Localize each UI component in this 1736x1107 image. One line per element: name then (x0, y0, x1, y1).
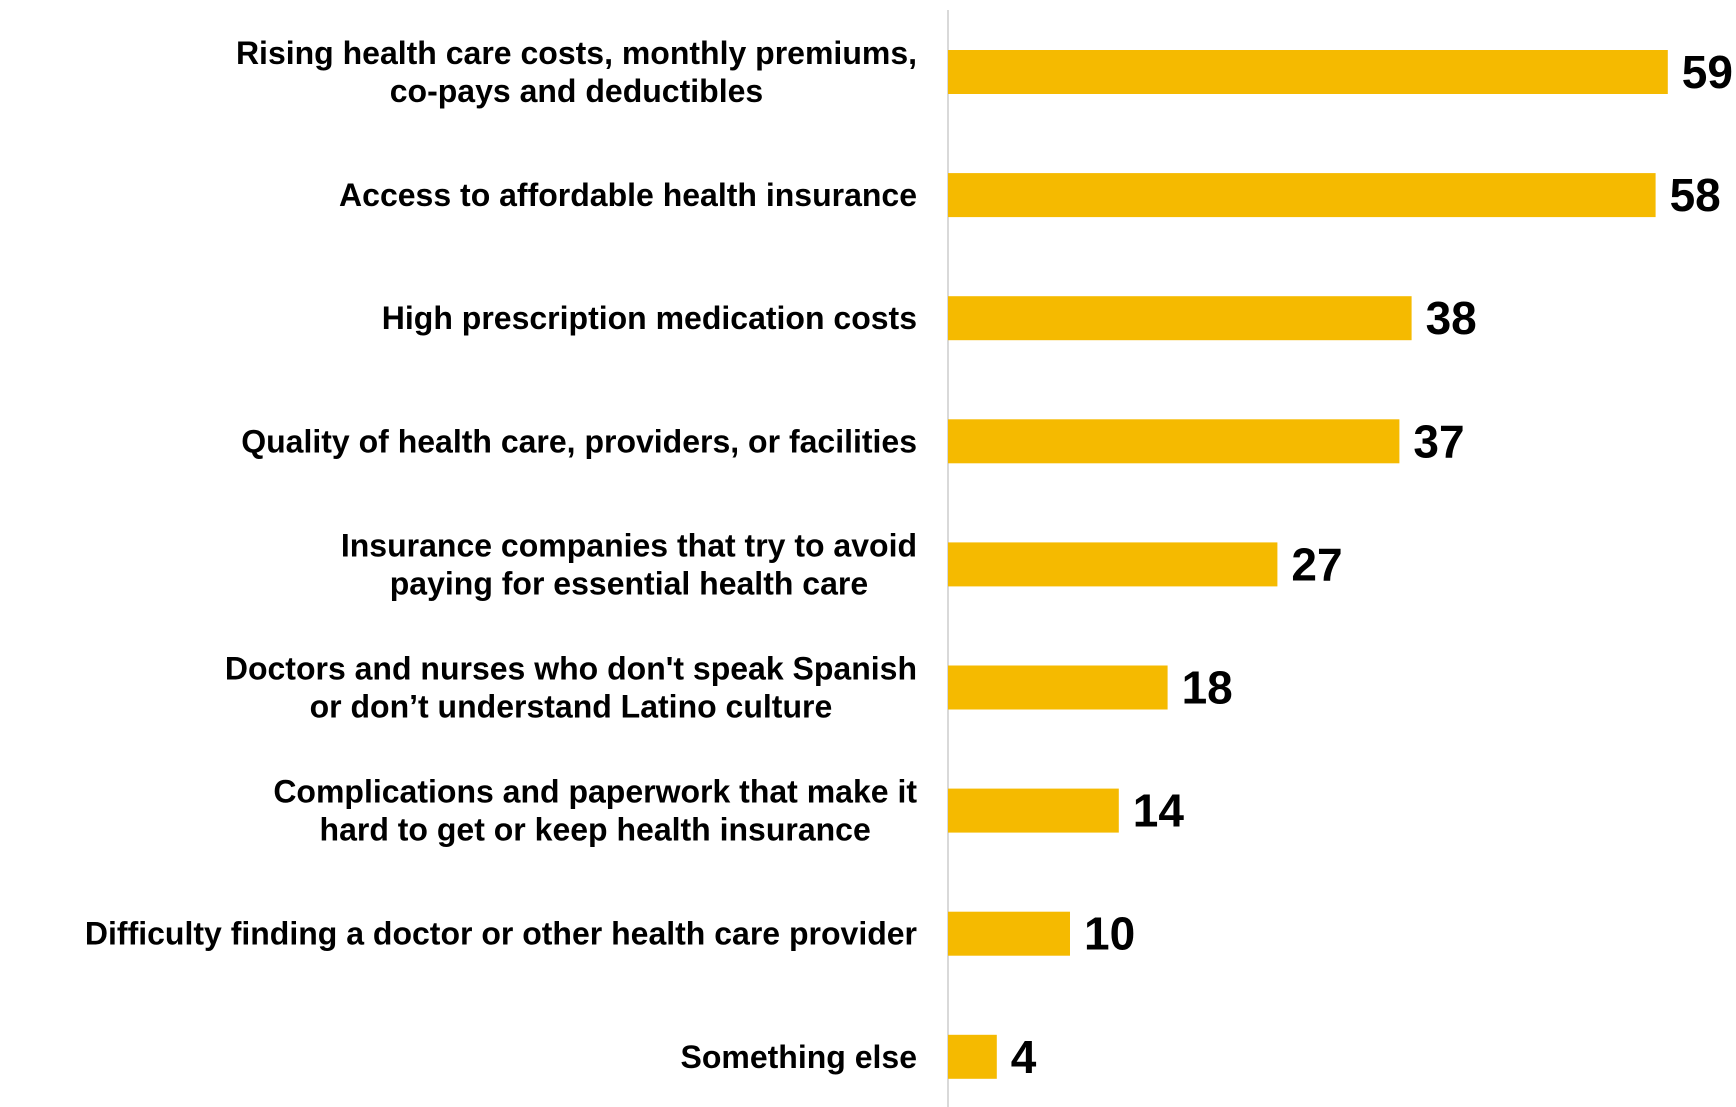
bar-9 (948, 1034, 997, 1079)
category-label-line: Quality of health care, providers, or fa… (241, 423, 917, 459)
category-label-1: Rising health care costs, monthly premiu… (236, 35, 917, 109)
value-label-9: 4 (1011, 1031, 1037, 1083)
bar-1 (948, 50, 1668, 94)
bar-4 (948, 419, 1400, 464)
bar-2 (948, 173, 1656, 218)
category-label-7: Complications and paperwork that make it… (273, 774, 917, 848)
category-label-line: co-pays and deductibles (390, 73, 763, 109)
value-label-8: 10 (1084, 908, 1135, 960)
bar-7 (948, 788, 1119, 833)
category-label-line: Difficulty finding a doctor or other hea… (85, 916, 917, 952)
value-label-1: 59 (1682, 46, 1733, 98)
category-label-line: Doctors and nurses who don't speak Spani… (225, 651, 917, 687)
category-labels-group: Rising health care costs, monthly premiu… (85, 35, 917, 1075)
category-label-line: High prescription medication costs (382, 300, 917, 336)
category-label-line: Something else (681, 1039, 918, 1075)
bar-5 (948, 542, 1278, 587)
category-label-line: Complications and paperwork that make it (273, 774, 917, 810)
bar-6 (948, 665, 1168, 710)
value-label-7: 14 (1133, 785, 1185, 837)
category-label-line: paying for essential health care (390, 565, 868, 601)
category-label-6: Doctors and nurses who don't speak Spani… (225, 651, 917, 725)
category-label-8: Difficulty finding a doctor or other hea… (85, 916, 917, 952)
category-label-3: High prescription medication costs (382, 300, 917, 336)
category-label-line: or don’t understand Latino culture (310, 689, 833, 725)
category-label-line: hard to get or keep health insurance (320, 812, 871, 848)
bar-8 (948, 911, 1070, 956)
value-label-2: 58 (1670, 169, 1721, 221)
value-label-6: 18 (1182, 662, 1233, 714)
category-label-4: Quality of health care, providers, or fa… (241, 423, 917, 459)
category-label-line: Access to affordable health insurance (339, 177, 917, 213)
category-label-line: Rising health care costs, monthly premiu… (236, 35, 917, 71)
category-label-9: Something else (681, 1039, 918, 1075)
category-label-2: Access to affordable health insurance (339, 177, 917, 213)
bars-group (948, 50, 1668, 1079)
value-label-5: 27 (1291, 538, 1342, 590)
value-labels-group: 59 58 38 37 27 18 14 10 4 (1011, 46, 1733, 1083)
value-label-3: 38 (1426, 292, 1477, 344)
bar-3 (948, 296, 1412, 341)
category-label-line: Insurance companies that try to avoid (341, 527, 917, 563)
value-label-4: 37 (1413, 415, 1464, 467)
category-label-5: Insurance companies that try to avoid pay… (341, 527, 917, 601)
